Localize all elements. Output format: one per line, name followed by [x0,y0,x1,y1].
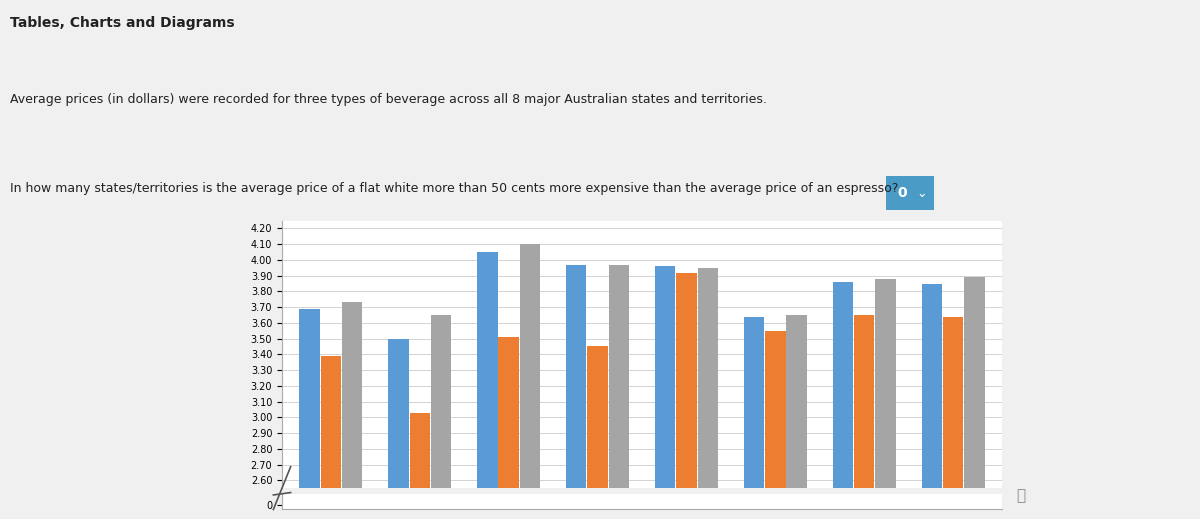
Text: 0: 0 [898,186,907,200]
Bar [833,282,853,519]
Bar [744,317,764,519]
Text: Tables, Charts and Diagrams: Tables, Charts and Diagrams [10,16,234,30]
Bar [431,315,451,519]
Bar [320,356,341,519]
Bar [520,244,540,519]
Bar [478,252,498,519]
Bar [498,337,518,519]
Bar [608,265,629,519]
Bar [409,413,430,519]
Bar [965,277,985,519]
Bar [587,347,607,519]
Text: 🔍: 🔍 [1016,488,1026,503]
Bar [922,283,942,519]
Bar [697,268,718,519]
Bar [875,279,895,519]
Bar [766,331,786,519]
Bar [566,265,587,519]
Text: ⌄: ⌄ [917,187,926,200]
Text: Average prices (in dollars) were recorded for three types of beverage across all: Average prices (in dollars) were recorde… [10,93,767,106]
Bar [943,317,964,519]
Text: In how many states/territories is the average price of a flat white more than 50: In how many states/territories is the av… [10,182,898,195]
Bar [655,266,676,519]
Bar [299,309,319,519]
Bar [854,315,875,519]
Bar [677,272,697,519]
Bar [389,338,409,519]
Bar [786,315,806,519]
Bar [342,303,362,519]
